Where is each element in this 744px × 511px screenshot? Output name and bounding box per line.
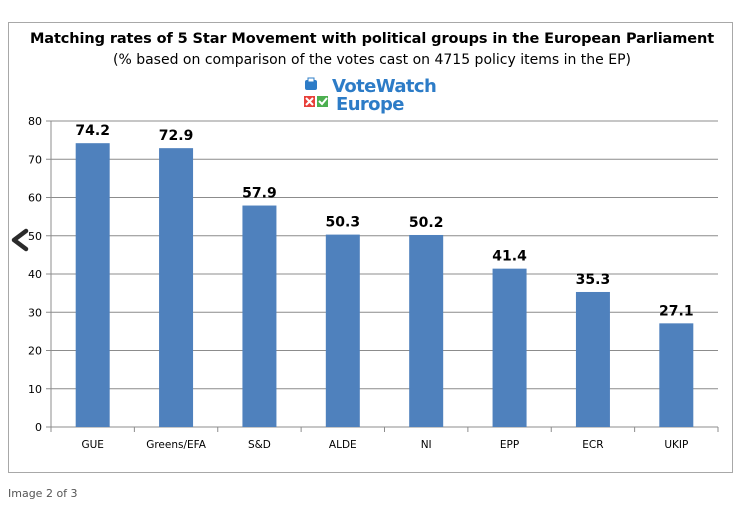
votewatch-logo: VoteWatch Europe [302, 76, 442, 116]
chart-subtitle: (% based on comparison of the votes cast… [113, 52, 631, 68]
logo-text-europe: Europe [336, 94, 404, 115]
chart-frame [8, 22, 733, 473]
ballot-icon [304, 77, 328, 107]
previous-image-button[interactable] [0, 212, 40, 272]
image-counter: Image 2 of 3 [8, 487, 78, 500]
chart-title: Matching rates of 5 Star Movement with p… [29, 31, 715, 47]
logo-text-votewatch: VoteWatch [332, 76, 437, 97]
chevron-left-icon [11, 228, 29, 252]
